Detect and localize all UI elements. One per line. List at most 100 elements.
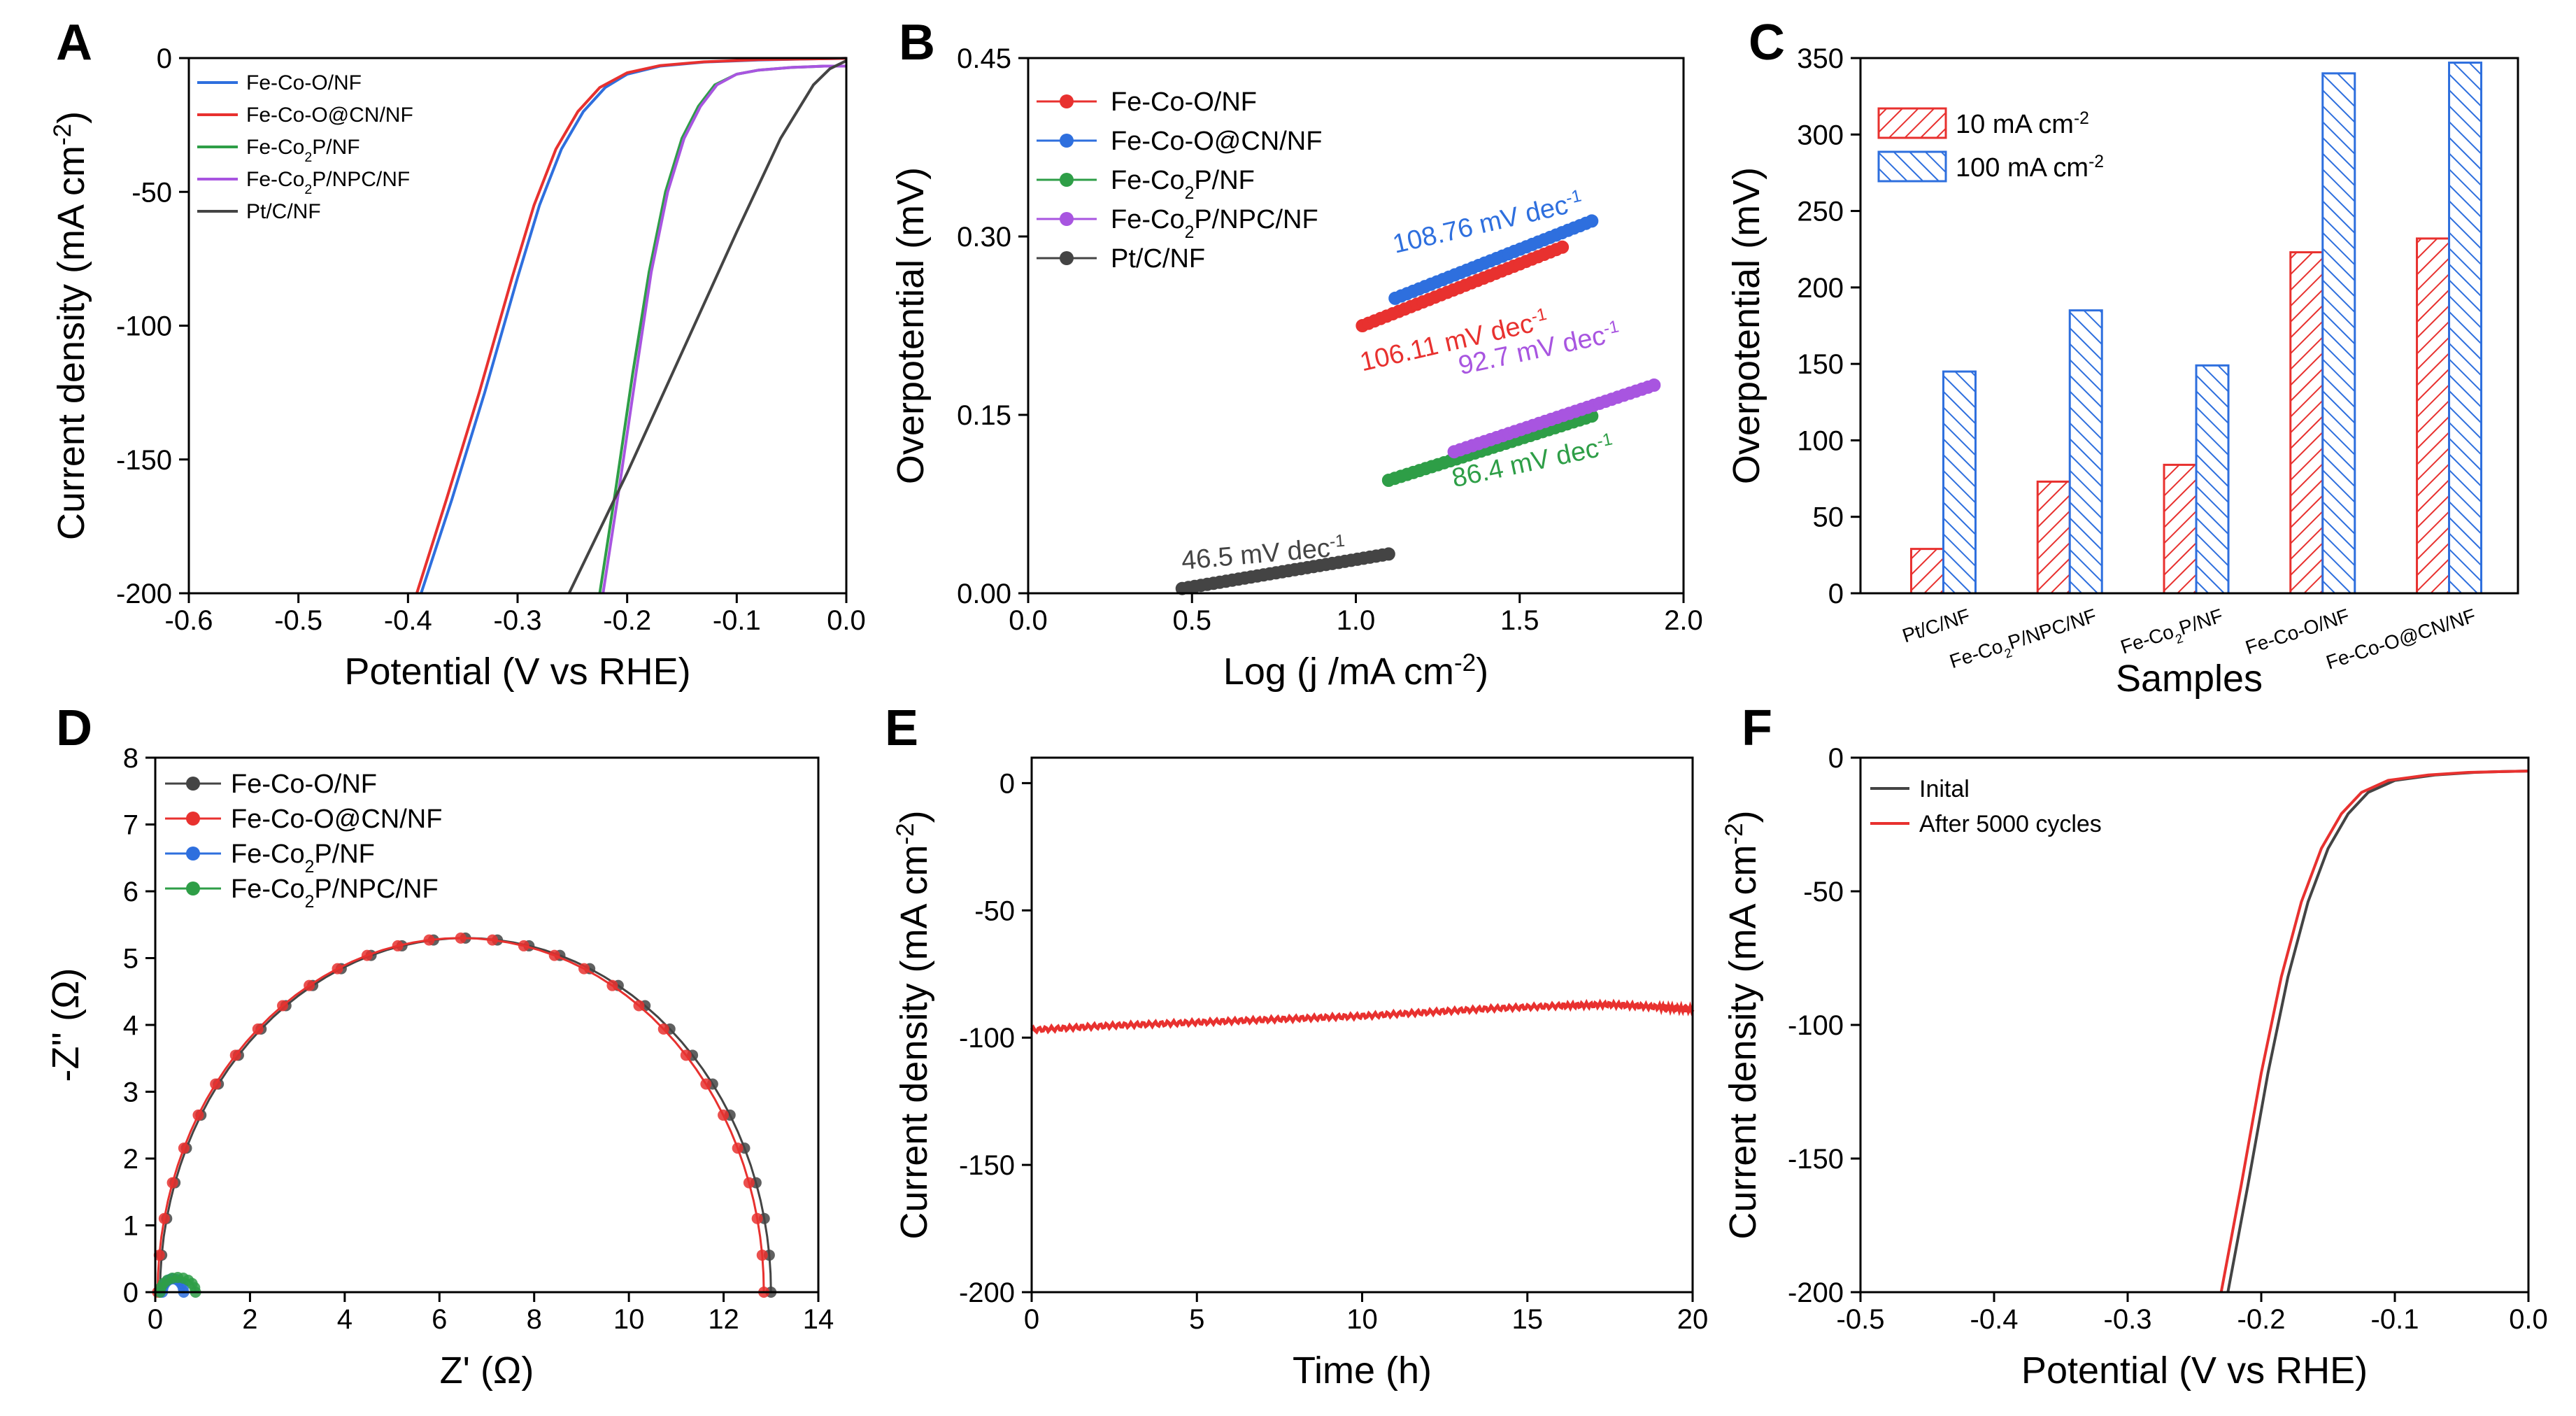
panel-f-y-tick-label: -150 xyxy=(1788,1144,1844,1175)
legend-marker xyxy=(1060,212,1074,226)
panel-e-x-tick-label: 0 xyxy=(1024,1304,1039,1335)
panel-c-y-tick-label: 150 xyxy=(1797,349,1844,380)
panel-b-y-tick-label: 0.45 xyxy=(957,43,1011,74)
panel-c-legend: 10 mA cm-2 100 mA cm-2 xyxy=(1877,107,2104,183)
panel-a-y-tick-label: -200 xyxy=(116,579,172,609)
series-line-fe-co2p-nf xyxy=(598,64,846,594)
panel-c-y-tick-label: 250 xyxy=(1797,197,1844,227)
panel-d-y-tick-label: 8 xyxy=(123,743,138,774)
nyquist-point xyxy=(751,1212,763,1224)
panel-a-y-tick-label: -50 xyxy=(131,177,172,208)
panel-d-x-tick-label: 10 xyxy=(613,1304,645,1335)
nyquist-point xyxy=(606,979,618,991)
legend-label: Fe-Co-O@CN/NF xyxy=(246,104,413,127)
panel-e-x-tick-label: 10 xyxy=(1346,1304,1378,1335)
panel-f-x-tick-label: -0.4 xyxy=(1970,1304,2019,1335)
panel-d-x-tick-label: 2 xyxy=(242,1304,257,1335)
panel-f-x-tick-label: 0.0 xyxy=(2509,1304,2548,1335)
nyquist-point xyxy=(166,1177,178,1189)
bar-10ma xyxy=(1909,548,1944,595)
tafel-series-fe-co-o-cn-nf xyxy=(1388,214,1599,305)
legend-label: 100 mA cm-2 xyxy=(1956,153,2104,183)
nyquist-series-fe-co-o-nf xyxy=(154,932,777,1298)
panel-a-legend: Fe-Co-O/NF Fe-Co-O@CN/NF Fe-Co2P/NF Fe-Co2P… xyxy=(197,71,413,223)
series-line-inital xyxy=(2226,770,2529,1293)
legend-label: Pt/C/NF xyxy=(246,200,321,223)
nyquist-point xyxy=(700,1078,712,1090)
nyquist-line xyxy=(159,937,772,1293)
panel-a-x-tick-label: -0.1 xyxy=(713,605,761,636)
panel-e-y-tick-label: -200 xyxy=(959,1277,1015,1308)
panel-e-x-tick-label: 5 xyxy=(1189,1304,1204,1335)
legend-label: Fe-Co-O/NF xyxy=(1111,87,1257,117)
panel-e-x-tick-label: 15 xyxy=(1512,1304,1544,1335)
tafel-point xyxy=(1381,547,1395,561)
panel-c-y-tick-label: 100 xyxy=(1797,425,1844,456)
nyquist-point xyxy=(192,1109,204,1121)
panel-f-legend: Inital After 5000 cycles xyxy=(1870,776,2102,837)
nyquist-point xyxy=(252,1023,264,1035)
panel-a-y-tick-label: -150 xyxy=(116,445,172,476)
nyquist-point xyxy=(756,1249,768,1261)
panel-c-x-axis-label: Samples xyxy=(2116,658,2263,700)
nyquist-point xyxy=(455,932,467,944)
series-line-after-5000-cycles xyxy=(2219,770,2529,1293)
nyquist-point xyxy=(718,1109,730,1121)
nyquist-point xyxy=(743,1177,755,1189)
panel-c-y-axis-label: Overpotential (mV) xyxy=(1725,167,1767,484)
series-line-fe-co2p-npc-nf xyxy=(602,64,846,594)
panel-a-x-tick-label: 0.0 xyxy=(827,605,866,636)
panel-b-x-axis-label: Log (j /mA cm-2) xyxy=(1223,649,1488,693)
bar-100ma xyxy=(2195,364,2230,595)
nyquist-point xyxy=(578,963,590,975)
series-line-fe-co-o-nf xyxy=(420,57,847,594)
panel-a-x-axis-label: Potential (V vs RHE) xyxy=(344,651,690,693)
nyquist-point xyxy=(304,979,315,991)
bar-10ma xyxy=(2289,251,2324,595)
series-line-pt-c-nf xyxy=(567,59,847,594)
panel-b-y-tick-label: 0.30 xyxy=(957,222,1011,253)
panel-e-x-axis-label: Time (h) xyxy=(1293,1350,1432,1392)
legend-label: Pt/C/NF xyxy=(1111,244,1205,274)
legend-marker xyxy=(186,812,200,826)
legend-swatch xyxy=(1877,107,1947,139)
panel-d-y-tick-label: 5 xyxy=(123,944,138,975)
nyquist-point xyxy=(277,1000,289,1012)
panel-label-c: C xyxy=(1749,15,1785,71)
panel-d-y-axis-label: -Z'' (Ω) xyxy=(45,968,87,1082)
legend-marker xyxy=(1060,173,1074,187)
legend-label: Fe-Co-O/NF xyxy=(246,71,362,94)
legend-marker xyxy=(1060,94,1074,108)
legend-label: Fe-Co2P/NPC/NF xyxy=(246,168,410,197)
nyquist-point xyxy=(548,949,560,961)
panel-f-y-tick-label: -200 xyxy=(1788,1277,1844,1308)
nyquist-point xyxy=(423,934,435,946)
nyquist-point xyxy=(518,940,529,951)
panel-c-y-tick-label: 50 xyxy=(1813,502,1844,533)
panel-a-x-tick-label: -0.3 xyxy=(494,605,542,636)
bar-10ma xyxy=(2416,237,2451,595)
category-label: Fe-Co2P/NPC/NF xyxy=(1947,604,2101,678)
tafel-series-fe-co-o-nf xyxy=(1355,240,1570,332)
panel-f-y-tick-label: 0 xyxy=(1828,743,1844,774)
panel-e-y-tick-label: -50 xyxy=(974,895,1015,926)
panel-f-y-tick-label: -100 xyxy=(1788,1010,1844,1041)
panel-e-y-axis-label: Current density (mA cm-2) xyxy=(892,810,936,1239)
panel-e-x-tick-label: 20 xyxy=(1677,1304,1709,1335)
panel-d-x-tick-label: 6 xyxy=(432,1304,447,1335)
nyquist-point xyxy=(210,1078,222,1090)
nyquist-point xyxy=(487,934,499,946)
tafel-point xyxy=(1556,240,1570,254)
panel-d-y-tick-label: 4 xyxy=(123,1010,138,1041)
nyquist-point xyxy=(680,1049,692,1061)
panel-d-y-tick-label: 7 xyxy=(123,810,138,841)
panel-d-y-tick-label: 3 xyxy=(123,1077,138,1108)
panel-label-b: B xyxy=(899,15,935,71)
bar-100ma xyxy=(2448,62,2483,595)
nyquist-point xyxy=(732,1142,743,1154)
legend-label: Fe-Co-O@CN/NF xyxy=(1111,127,1322,156)
panel-c-y-tick-label: 300 xyxy=(1797,120,1844,150)
nyquist-point xyxy=(361,949,373,961)
